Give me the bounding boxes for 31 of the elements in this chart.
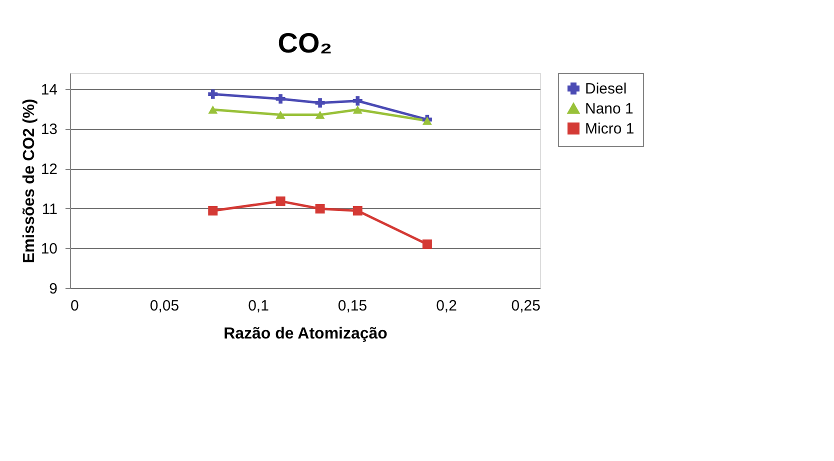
x-tick-label: 0,2 [436,298,457,314]
point [352,106,362,114]
point [276,110,286,119]
point [315,98,325,108]
point [315,204,325,214]
x-tick-label: 0,25 [511,298,540,314]
point [208,89,218,99]
point [422,239,432,249]
point [208,206,218,216]
y-tick-label: 10 [40,240,58,258]
chart-title: CO₂ [278,28,332,58]
legend-label: Diesel [585,80,627,98]
point [276,94,286,104]
point [352,96,362,106]
x-tick-label: 0,05 [150,298,180,314]
legend-label: Micro 1 [585,120,634,138]
point [208,106,218,114]
point [315,110,325,119]
x-tick-label: 0,1 [248,298,269,314]
point [352,206,362,216]
y-tick-label: 14 [40,81,58,98]
y-axis-title: Emissões de CO2 (%) [20,98,38,264]
legend-label: Nano 1 [585,100,634,118]
y-tick-label: 13 [40,121,58,138]
x-tick-label: 0 [70,298,79,314]
y-tick-label: 12 [40,161,58,178]
point [276,196,286,206]
y-tick-label: 11 [42,200,58,218]
x-axis-title: Razão de Atomização [224,326,388,342]
y-tick-label: 9 [49,280,58,298]
x-tick-label: 0,15 [338,298,368,314]
